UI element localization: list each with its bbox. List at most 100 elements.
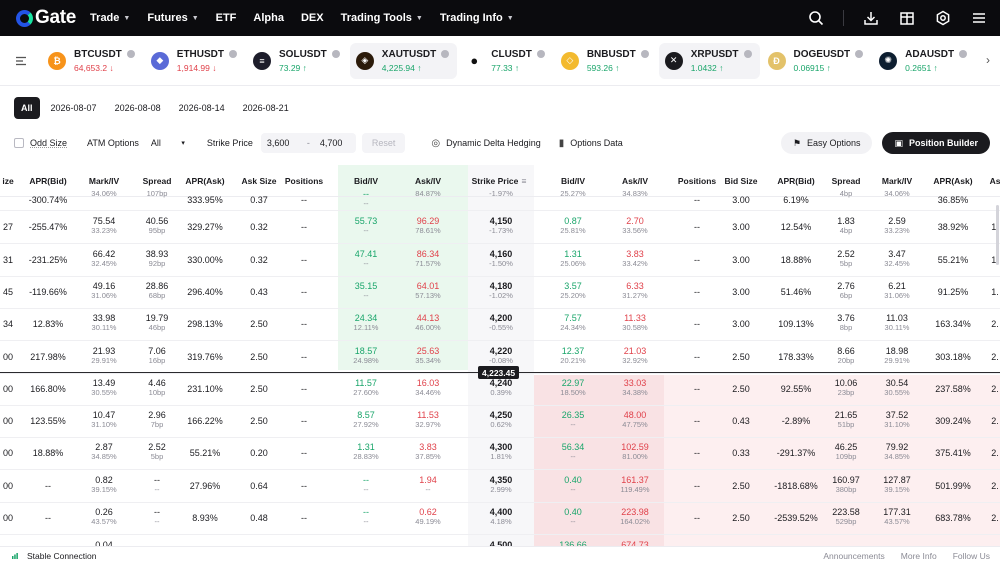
ticker-item-xautusdt[interactable]: ◈ XAUTUSDT 4,225.94 ↑ xyxy=(349,42,458,79)
call-ask-button[interactable]: 0.62 49.19% xyxy=(396,507,460,526)
nav-item-etf[interactable]: ETF xyxy=(216,12,237,24)
expiry-chip-all[interactable]: All xyxy=(14,97,40,119)
header-call-2[interactable]: Mark/IV xyxy=(88,175,120,186)
put-bid-button[interactable]: 26.35 -- xyxy=(541,410,605,429)
header-put-7[interactable]: APR(Ask) xyxy=(933,175,973,186)
ticker-item-adausdt[interactable]: ✺ ADAUSDT 0.2651 ↑ xyxy=(873,43,975,79)
options-data-button[interactable]: ▮ Options Data xyxy=(559,138,623,149)
header-call-5[interactable]: Ask Size xyxy=(241,175,277,186)
ticker-item-clusdt[interactable]: ● CLUSDT 77.33 ↑ xyxy=(459,43,553,79)
gate-logo[interactable]: Gate xyxy=(16,7,76,29)
info-icon[interactable] xyxy=(855,50,864,58)
strike-max-input[interactable] xyxy=(313,138,356,148)
put-ask-button[interactable]: 33.03 34.38% xyxy=(603,378,667,397)
nav-item-futures[interactable]: Futures ▼ xyxy=(147,12,198,24)
header-strike-price[interactable]: Strike Price xyxy=(471,175,519,186)
call-bid-button[interactable]: 24.34 12.11% xyxy=(334,313,398,332)
put-ask-button[interactable]: 34.83% xyxy=(603,189,667,198)
footer-link-more-info[interactable]: More Info xyxy=(900,550,937,561)
call-bid-button[interactable]: -- -- xyxy=(334,507,398,526)
header-put-2[interactable]: Positions xyxy=(677,175,717,186)
header-put-8[interactable]: As xyxy=(989,175,1000,186)
info-icon[interactable] xyxy=(126,50,135,58)
info-icon[interactable] xyxy=(536,50,545,58)
call-bid-button[interactable]: 35.15 -- xyxy=(334,281,398,300)
info-icon[interactable] xyxy=(229,50,238,58)
put-ask-button[interactable]: 674.73 xyxy=(603,540,667,546)
put-bid-button[interactable]: 12.37 20.21% xyxy=(541,346,605,365)
put-bid-button[interactable]: 56.34 -- xyxy=(541,442,605,461)
put-ask-button[interactable]: 102.59 81.00% xyxy=(603,442,667,461)
put-ask-button[interactable]: 223.98 164.02% xyxy=(603,507,667,526)
call-ask-button[interactable]: 84.87% xyxy=(396,189,460,198)
expiry-chip-2026-08-14[interactable]: 2026-08-14 xyxy=(178,103,225,113)
info-icon[interactable] xyxy=(331,50,340,58)
call-bid-button[interactable]: 1.31 28.83% xyxy=(334,442,398,461)
call-ask-button[interactable]: 3.83 37.85% xyxy=(396,442,460,461)
nav-item-alpha[interactable]: Alpha xyxy=(253,12,284,24)
info-icon[interactable] xyxy=(743,50,752,58)
put-ask-button[interactable]: 21.03 32.92% xyxy=(603,346,667,365)
header-put-5[interactable]: Spread xyxy=(831,175,861,186)
gift-icon[interactable] xyxy=(898,9,916,27)
call-bid-button[interactable]: 8.57 27.92% xyxy=(334,410,398,429)
call-ask-button[interactable]: 44.13 46.00% xyxy=(396,313,460,332)
ticker-item-ethusdt[interactable]: ◆ ETHUSDT 1,914.99 ↓ xyxy=(145,43,245,79)
settings-icon[interactable] xyxy=(934,9,952,27)
put-ask-button[interactable]: 2.70 33.56% xyxy=(603,216,667,235)
call-ask-button[interactable]: 86.34 71.57% xyxy=(396,249,460,268)
table-row[interactable]: 34 12.83% 33.98 30.11% 19.79 46bp 298.13% 2.50-… xyxy=(0,309,1000,341)
header-call-4[interactable]: APR(Ask) xyxy=(185,175,225,186)
table-row[interactable]: 00 -- 0.82 39.15% -- -- 27.96% 0.64 -- -- -- 1.94 --… xyxy=(0,471,1000,503)
call-bid-button[interactable]: -- -- xyxy=(334,475,398,494)
expiry-chip-2026-08-07[interactable]: 2026-08-07 xyxy=(50,103,97,113)
call-bid-button[interactable]: 47.41 -- xyxy=(334,249,398,268)
header-call-7[interactable]: Bid/IV xyxy=(353,175,379,186)
nav-item-dex[interactable]: DEX xyxy=(301,12,324,24)
sort-icon[interactable]: ≡ xyxy=(521,175,527,186)
hamburger-menu-icon[interactable] xyxy=(970,9,988,27)
header-call-1[interactable]: APR(Bid) xyxy=(29,175,67,186)
call-ask-button[interactable]: 96.29 78.61% xyxy=(396,216,460,235)
put-bid-button[interactable]: 3.57 25.20% xyxy=(541,281,605,300)
table-row[interactable]: 27 -255.47% 75.54 33.23% 40.56 95bp 329.27% 0.3… xyxy=(0,212,1000,244)
header-call-0[interactable]: ize xyxy=(2,175,14,186)
ticker-item-bnbusdt[interactable]: ◇ BNBUSDT 593.26 ↑ xyxy=(555,43,657,79)
nav-item-trading-tools[interactable]: Trading Tools ▼ xyxy=(341,12,423,24)
call-bid-button[interactable]: 11.57 27.60% xyxy=(334,378,398,397)
put-bid-button[interactable]: 7.57 24.34% xyxy=(541,313,605,332)
call-ask-button[interactable]: 16.03 34.46% xyxy=(396,378,460,397)
header-call-3[interactable]: Spread xyxy=(142,175,172,186)
put-ask-button[interactable]: 161.37 119.49% xyxy=(603,475,667,494)
header-put-6[interactable]: Mark/IV xyxy=(881,175,913,186)
ticker-item-dogeusdt[interactable]: Ð DOGEUSDT 0.06915 ↑ xyxy=(762,43,872,79)
table-row[interactable]: 00 -- 0.26 43.57% -- -- 8.93% 0.48 -- -- -- 0.62 49.… xyxy=(0,503,1000,535)
nav-item-trade[interactable]: Trade ▼ xyxy=(90,12,130,24)
table-row[interactable]: 00 166.80% 13.49 30.55% 4.46 10bp 231.10% 2.50-… xyxy=(0,374,1000,406)
call-bid-button[interactable]: -- -- xyxy=(334,189,398,208)
put-bid-button[interactable]: 136.66 xyxy=(541,540,605,546)
call-bid-button[interactable]: 55.73 -- xyxy=(334,216,398,235)
info-icon[interactable] xyxy=(640,50,649,58)
search-icon[interactable] xyxy=(807,9,825,27)
expiry-chip-2026-08-21[interactable]: 2026-08-21 xyxy=(242,103,289,113)
ticker-item-solusdt[interactable]: ≡ SOLUSDT 73.29 ↑ xyxy=(247,43,348,79)
table-row[interactable]: 45 -119.66% 49.16 31.06% 28.86 68bp 296.40% 0.4… xyxy=(0,277,1000,309)
table-row[interactable]: 31 -231.25% 66.42 32.45% 38.93 92bp 330.00% 0.3… xyxy=(0,245,1000,277)
put-bid-button[interactable]: 0.40 -- xyxy=(541,475,605,494)
header-call-6[interactable]: Positions xyxy=(284,175,324,186)
header-put-0[interactable]: Bid/IV xyxy=(560,175,586,186)
put-ask-button[interactable]: 11.33 30.58% xyxy=(603,313,667,332)
info-icon[interactable] xyxy=(959,50,968,58)
ticker-item-btcusdt[interactable]: ₿ BTCUSDT 64,653.2 ↓ xyxy=(42,43,143,79)
ticker-item-xrpusdt[interactable]: ✕ XRPUSDT 1.0432 ↑ xyxy=(658,42,760,79)
expiry-chip-2026-08-08[interactable]: 2026-08-08 xyxy=(114,103,161,113)
header-put-4[interactable]: APR(Bid) xyxy=(777,175,815,186)
put-bid-button[interactable]: 0.87 25.81% xyxy=(541,216,605,235)
table-row[interactable]: 00 123.55% 10.47 31.10% 2.96 7bp 166.22% 2.50 --… xyxy=(0,406,1000,438)
table-row[interactable]: -300.74% 34.06% 107bp 333.95% 0.37 -- -- -- 84.8… xyxy=(0,189,1000,211)
easy-options-button[interactable]: ⚑ Easy Options xyxy=(780,132,873,154)
call-ask-button[interactable]: 1.94 -- xyxy=(396,475,460,494)
header-put-3[interactable]: Bid Size xyxy=(724,175,758,186)
table-row[interactable]: 00 18.88% 2.87 34.85% 2.52 5bp 55.21% 0.20 -- 1.3… xyxy=(0,438,1000,470)
